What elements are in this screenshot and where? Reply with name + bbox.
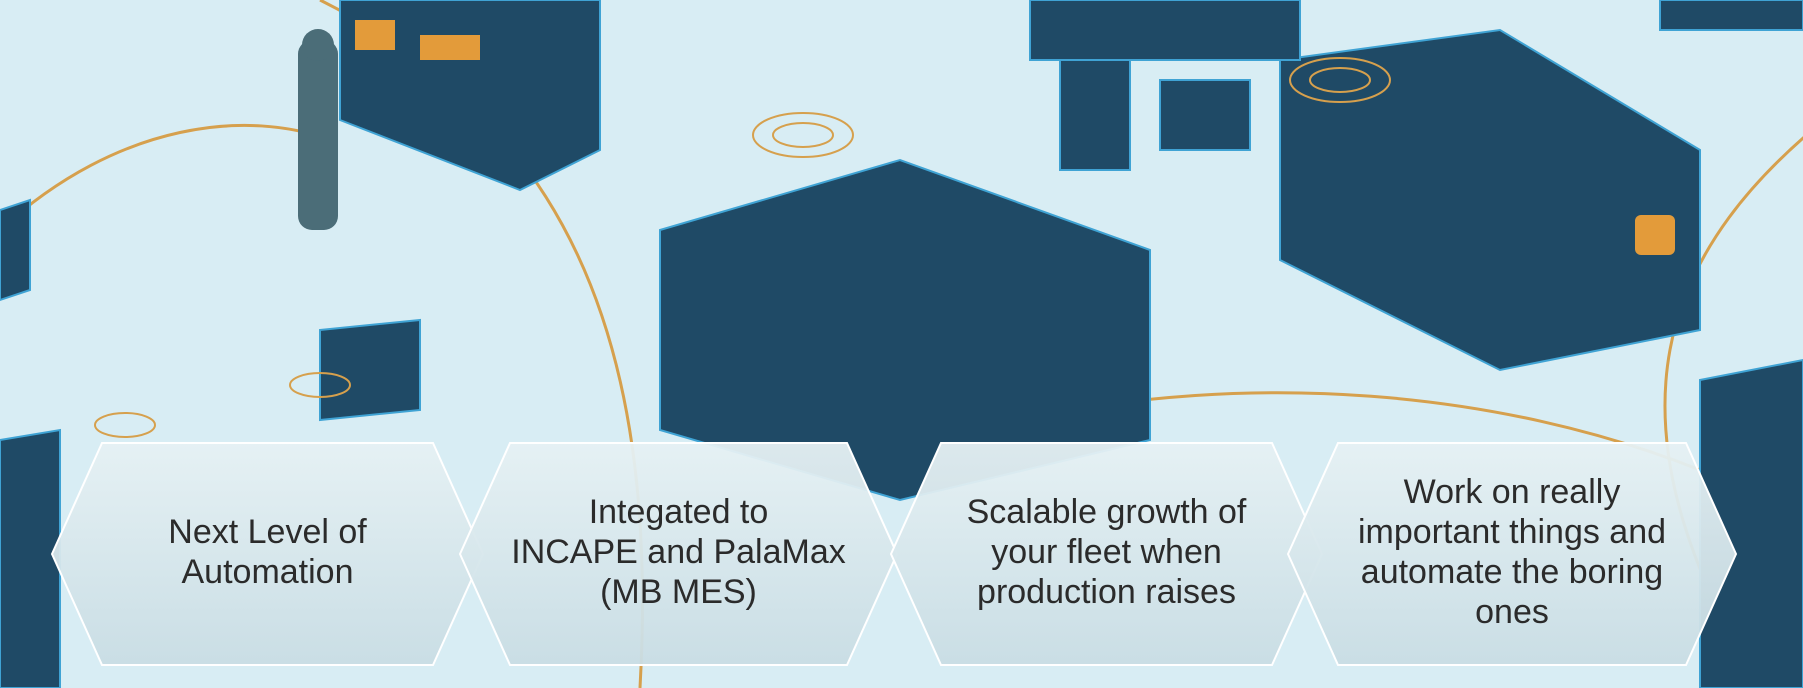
step-text: Scalable growth of xyxy=(967,493,1247,531)
step-text: (MB MES) xyxy=(600,573,757,611)
step-text: Work on really xyxy=(1404,473,1621,511)
step-text: production raises xyxy=(977,573,1236,611)
step-text: Automation xyxy=(182,553,354,591)
step-text: your fleet when xyxy=(991,533,1222,571)
step-hexagon xyxy=(1286,442,1738,666)
step-text: Next Level of xyxy=(168,513,367,551)
step-text: ones xyxy=(1475,593,1549,631)
step-text: INCAPE and PalaMax xyxy=(511,533,846,571)
step-text: important things and xyxy=(1358,513,1666,551)
step-text: automate the boring xyxy=(1361,553,1663,591)
step-text: Integated to xyxy=(589,493,769,531)
